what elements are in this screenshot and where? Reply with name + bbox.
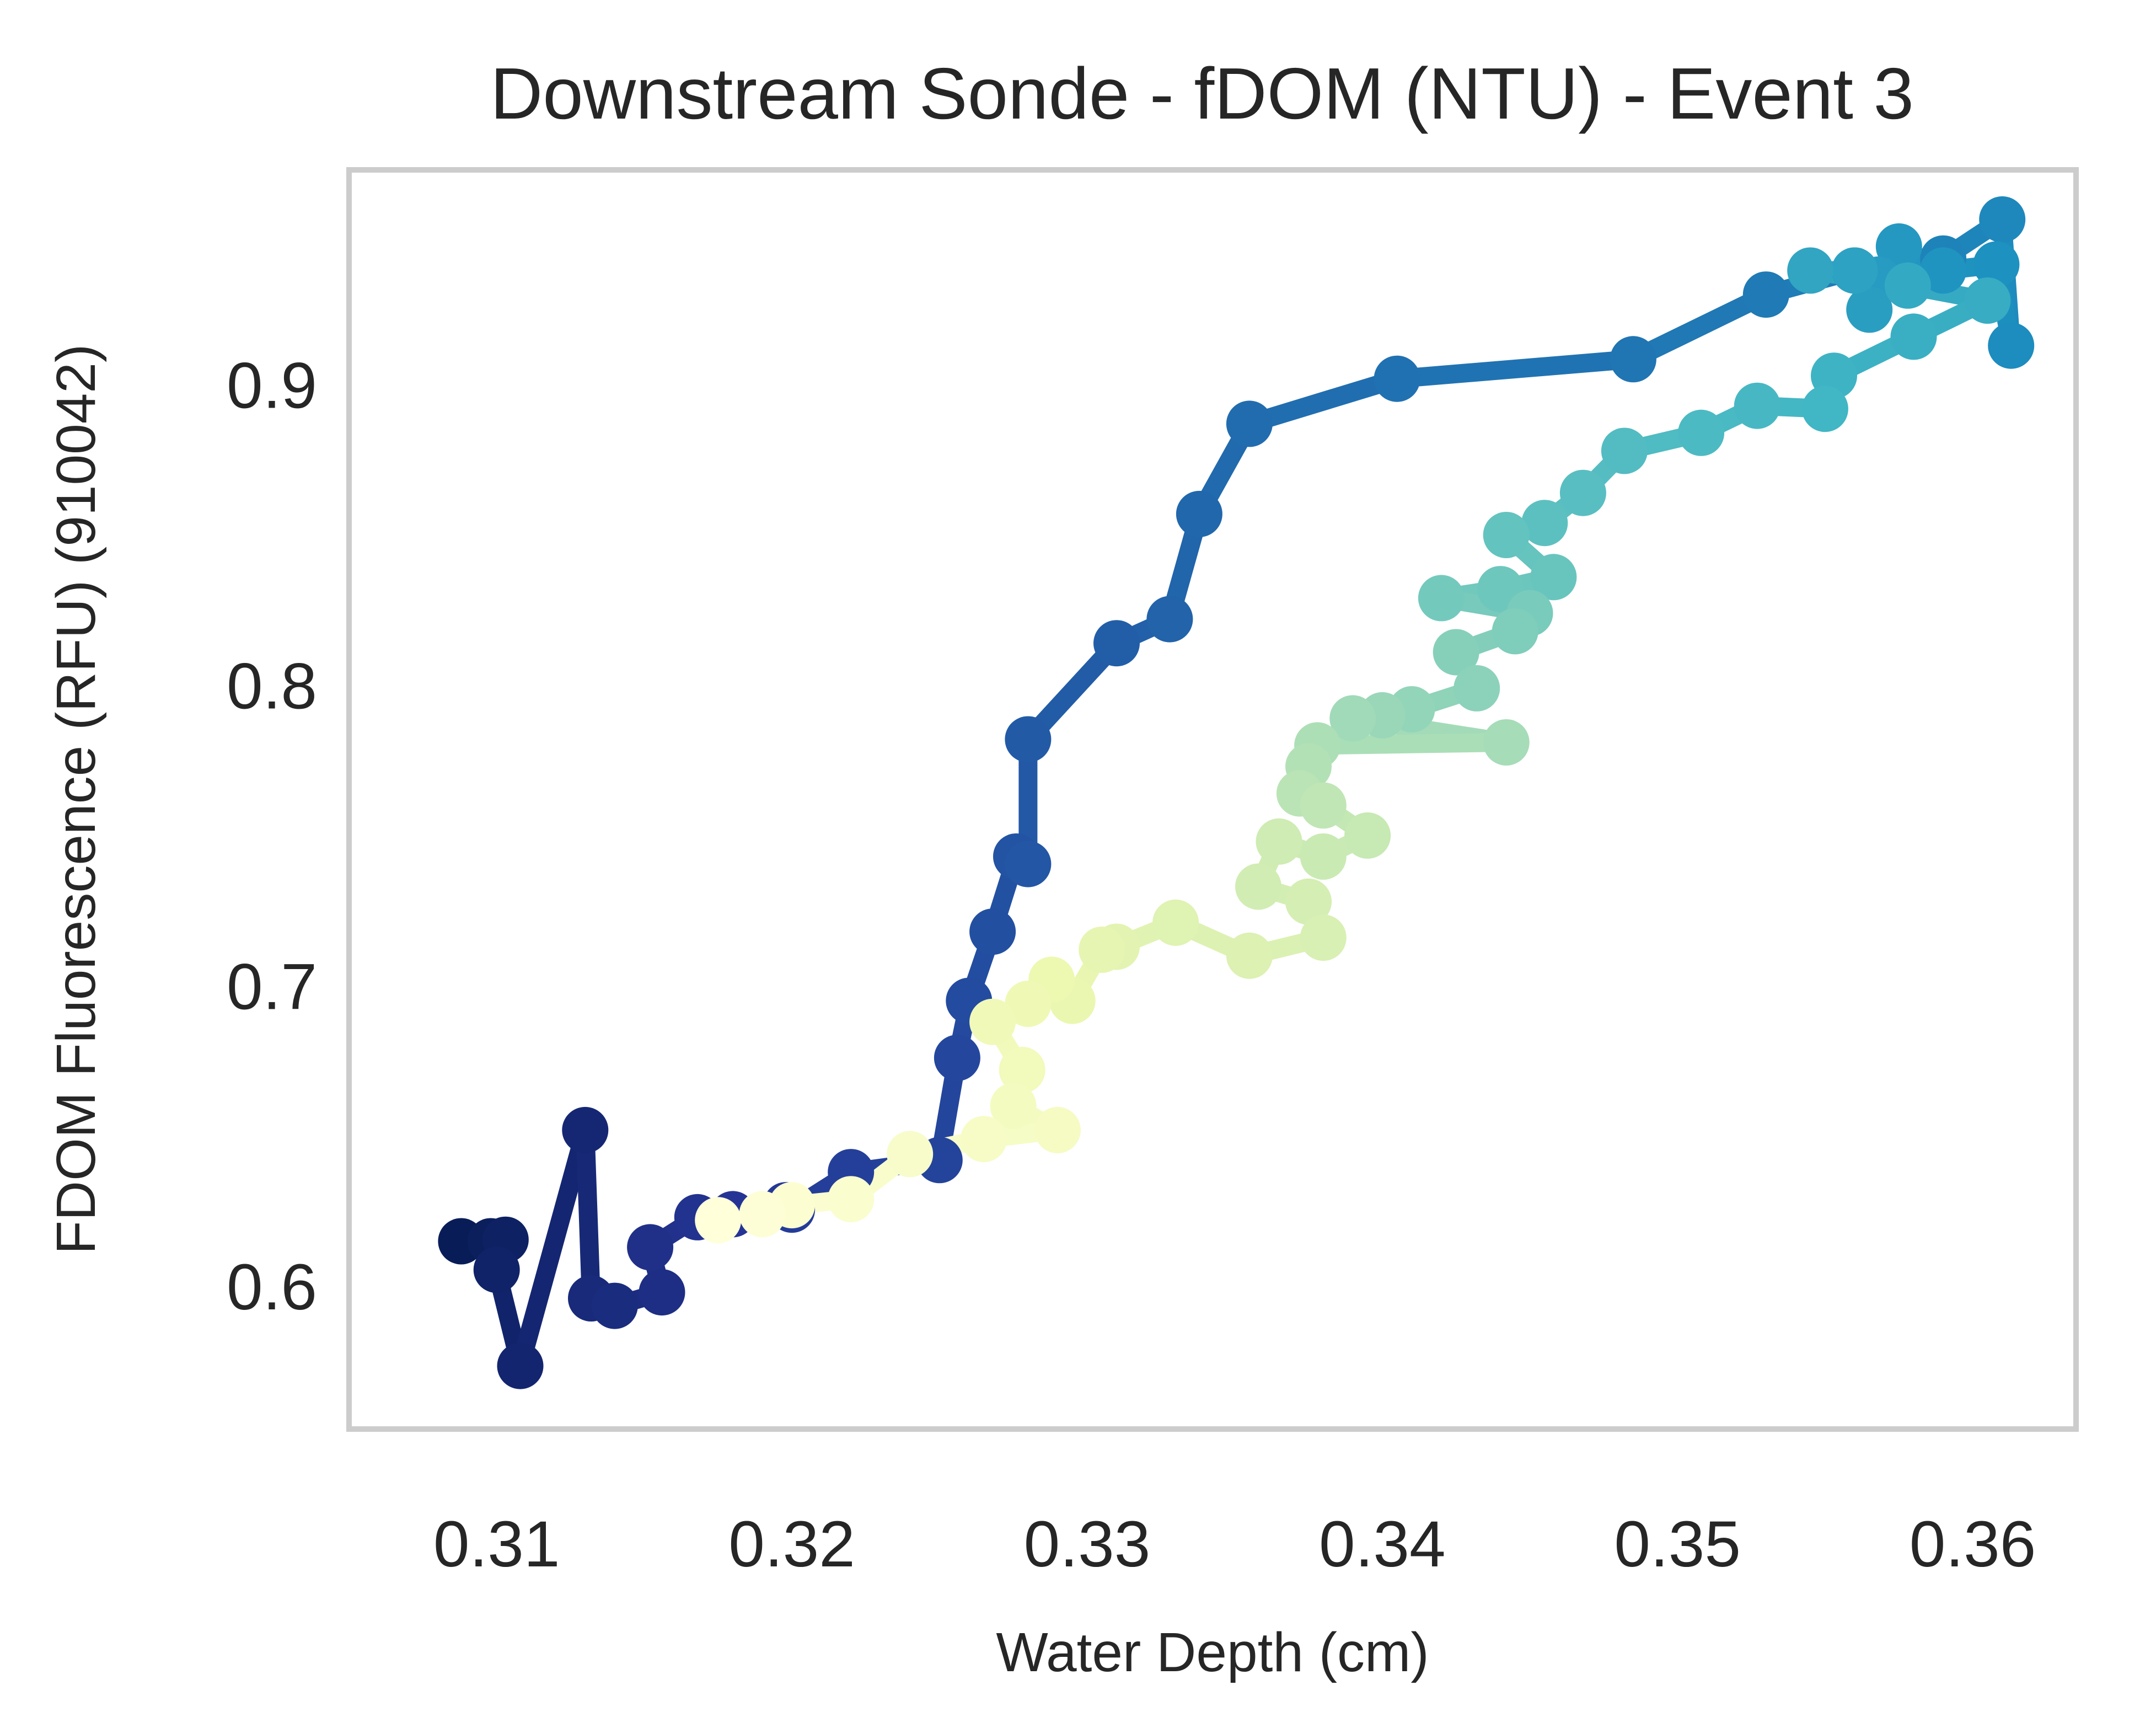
- data-point: [1176, 490, 1222, 537]
- x-tick-label: 0.34: [1319, 1508, 1446, 1581]
- data-point: [1492, 608, 1538, 655]
- data-point: [1979, 196, 2026, 243]
- data-point: [1964, 277, 2011, 324]
- data-point: [1374, 355, 1420, 402]
- data-point: [1988, 322, 2035, 369]
- x-tick-label: 0.31: [433, 1508, 560, 1581]
- data-point: [828, 1176, 875, 1223]
- y-tick-label: 0.7: [227, 950, 317, 1023]
- data-point: [695, 1197, 742, 1244]
- y-axis-label: FDOM Fluorescence (RFU) (910042): [45, 344, 107, 1254]
- data-point: [1831, 247, 1878, 294]
- line-segment: [1623, 285, 1776, 369]
- series-layer: [438, 196, 2035, 1389]
- data-point: [1235, 863, 1281, 910]
- x-tick-label: 0.35: [1614, 1508, 1741, 1581]
- data-point: [1226, 932, 1273, 979]
- data-point: [1300, 914, 1347, 961]
- data-point: [1454, 665, 1500, 711]
- data-point: [1344, 812, 1391, 859]
- data-point: [1433, 629, 1479, 676]
- series-0-points: [438, 196, 2035, 1389]
- data-point: [1734, 382, 1780, 429]
- data-point: [1152, 899, 1199, 946]
- data-point: [934, 1035, 980, 1082]
- data-point: [1005, 981, 1052, 1027]
- data-point: [1093, 620, 1140, 667]
- data-point: [990, 1083, 1037, 1130]
- data-point: [1742, 271, 1789, 318]
- data-point: [1005, 841, 1052, 887]
- data-point: [1418, 575, 1465, 622]
- line-segment: [1240, 369, 1407, 434]
- data-point: [1973, 241, 2020, 288]
- data-point: [1300, 833, 1347, 880]
- data-point: [1846, 286, 1893, 333]
- data-point: [1801, 386, 1848, 432]
- data-point: [1226, 400, 1273, 447]
- data-point: [562, 1106, 609, 1153]
- data-point: [1146, 596, 1193, 643]
- x-tick-labels: 0.31 0.32 0.33 0.34 0.35 0.36: [433, 1508, 2036, 1581]
- data-point: [1483, 512, 1530, 558]
- data-point: [1890, 313, 1937, 360]
- data-point: [961, 1116, 1007, 1163]
- data-point: [1530, 554, 1577, 601]
- data-point: [639, 1269, 685, 1316]
- data-point: [1285, 878, 1332, 925]
- x-axis-label: Water Depth (cm): [996, 1622, 1429, 1683]
- line-segment: [576, 1120, 600, 1308]
- data-point: [1005, 716, 1052, 763]
- data-point: [1559, 469, 1606, 516]
- data-point: [473, 1246, 520, 1293]
- data-point: [1884, 262, 1931, 309]
- data-point: [1034, 1106, 1081, 1153]
- y-tick-label: 0.8: [227, 650, 317, 723]
- data-point: [1329, 695, 1376, 742]
- x-tick-label: 0.32: [728, 1508, 855, 1581]
- data-point: [1875, 223, 1922, 270]
- data-point: [1678, 409, 1725, 456]
- line-segment: [511, 1120, 595, 1376]
- chart-title: Downstream Sonde - fDOM (NTU) - Event 3: [490, 53, 1914, 134]
- line-segment: [1387, 350, 1643, 388]
- data-point: [591, 1282, 638, 1329]
- plot-frame: [346, 167, 2079, 1432]
- data-point: [999, 1046, 1045, 1093]
- data-point: [497, 1342, 544, 1389]
- data-point: [1787, 247, 1834, 294]
- y-tick-labels: 0.6 0.7 0.8 0.9: [227, 350, 317, 1324]
- data-point: [1079, 926, 1125, 973]
- data-point: [1610, 336, 1656, 383]
- x-tick-label: 0.33: [1024, 1508, 1151, 1581]
- data-point: [1521, 500, 1568, 547]
- x-tick-label: 0.36: [1910, 1508, 2036, 1581]
- data-point: [887, 1131, 934, 1178]
- y-tick-label: 0.6: [227, 1251, 317, 1324]
- data-point: [969, 998, 1016, 1045]
- data-point: [1601, 427, 1648, 474]
- data-point: [1483, 719, 1530, 766]
- data-point: [1300, 782, 1347, 829]
- data-point: [969, 908, 1016, 955]
- data-point: [1920, 247, 1967, 294]
- data-point: [1256, 818, 1302, 865]
- data-point: [739, 1191, 786, 1238]
- y-tick-label: 0.9: [227, 350, 317, 422]
- line-segment: [1308, 733, 1516, 755]
- data-point: [627, 1224, 674, 1271]
